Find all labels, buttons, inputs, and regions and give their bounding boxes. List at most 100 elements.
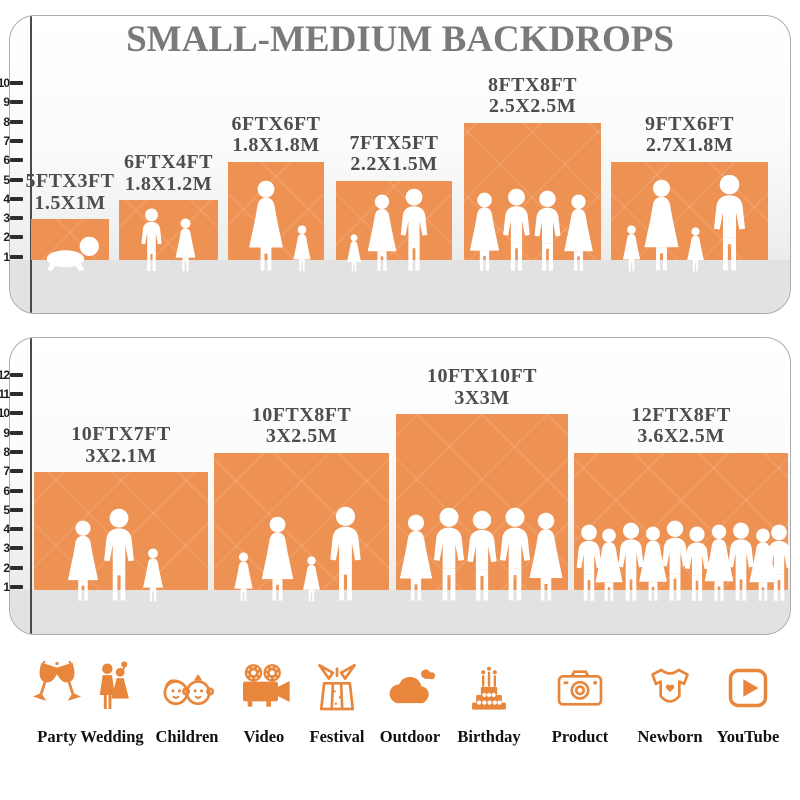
backdrop-size-ft: 10FTX10FT xyxy=(426,365,538,388)
girl-silhouette xyxy=(687,227,704,272)
y-axis-tick-label: 3 xyxy=(3,211,10,226)
y-axis-tick-label: 10 xyxy=(0,76,10,90)
backdrop-bar-6ftx6ft xyxy=(228,161,324,260)
y-axis-tick-mark xyxy=(10,100,23,105)
girl-silhouette xyxy=(622,225,641,272)
backdrop-size-label-10ftx7ft: 10FTX7FT 3X2.1M xyxy=(16,424,226,467)
y-axis-tick-mark xyxy=(10,469,23,474)
outdoor-icon xyxy=(382,660,438,716)
backdrop-size-m: 3.6X2.5M xyxy=(637,425,725,448)
y-axis-tick-mark xyxy=(10,430,23,435)
category-festival: Festival xyxy=(287,660,387,747)
man-silhouette xyxy=(766,524,790,601)
y-axis-tick-mark xyxy=(10,235,23,240)
girl-silhouette xyxy=(347,234,361,272)
girl-silhouette xyxy=(234,552,253,602)
backdrop-size-label-9ftx6ft: 9FTX6FT 2.7X1.8M xyxy=(585,112,791,157)
backdrop-size-m: 1.8X1.8M xyxy=(232,134,320,156)
size-chart-panel-1: 5FTX3FT 1.5X1M 6FTX4FT 1.8X1.2M 6FTX6FT 1.8X1… xyxy=(0,14,800,314)
y-axis-tick-mark xyxy=(10,507,23,512)
size-chart-panel-2: 10FTX7FT 3X2.1M 10FTX8FT 3X2.5M 10FTX10FT 3X3… xyxy=(0,336,800,635)
y-axis-tick-label: 5 xyxy=(3,172,10,187)
category-outdoor: Outdoor xyxy=(360,660,460,747)
y-axis-tick-mark xyxy=(10,527,23,532)
backdrop-size-m: 3X3M xyxy=(454,386,510,409)
y-axis-tick-label: 8 xyxy=(3,114,10,129)
backdrop-size-ft: 7FTX5FT xyxy=(349,131,439,154)
man-silhouette xyxy=(684,526,710,601)
backdrop-size-ft: 9FTX6FT xyxy=(644,112,735,135)
girl-silhouette xyxy=(303,556,320,602)
backdrop-size-ft: 10FTX7FT xyxy=(71,423,171,446)
newborn-icon xyxy=(642,660,698,716)
chart-floor xyxy=(10,260,790,313)
y-axis-tick-mark xyxy=(10,196,23,201)
chart-floor xyxy=(10,590,790,634)
y-axis-tick-mark xyxy=(10,449,23,454)
category-wedding: Wedding xyxy=(62,660,162,747)
people-silhouette-group xyxy=(576,520,790,601)
woman-silhouette xyxy=(367,194,397,271)
y-axis-line xyxy=(30,16,32,313)
backdrop-size-m: 2.7X1.8M xyxy=(645,134,734,156)
man-silhouette xyxy=(400,188,428,271)
man-silhouette xyxy=(499,507,531,601)
woman-silhouette xyxy=(595,528,623,601)
category-video: Video xyxy=(214,660,314,747)
man-silhouette xyxy=(576,524,602,601)
category-label: Festival xyxy=(309,727,365,746)
y-axis-tick-mark xyxy=(10,138,23,143)
wedding-icon xyxy=(84,660,140,716)
man-silhouette xyxy=(728,522,754,601)
birthday-icon xyxy=(461,660,517,716)
y-axis-tick-mark xyxy=(10,216,23,221)
y-axis-tick-mark xyxy=(10,392,23,396)
backdrop-size-ft: 12FTX8FT xyxy=(631,403,731,426)
backdrop-size-m: 3X2.5M xyxy=(265,425,338,448)
y-axis-tick-label: 1 xyxy=(3,580,10,594)
y-axis-tick-label: 11 xyxy=(0,387,10,401)
backdrop-size-ft: 10FTX8FT xyxy=(251,403,352,426)
y-axis-tick-label: 6 xyxy=(3,483,10,498)
y-axis-tick-mark xyxy=(10,565,23,570)
category-label: Outdoor xyxy=(379,727,441,746)
woman-silhouette xyxy=(261,516,294,601)
y-axis-tick-mark xyxy=(10,119,23,124)
y-axis-tick-mark xyxy=(10,177,23,182)
y-axis-tick-label: 5 xyxy=(3,502,10,517)
y-axis-tick-label: 4 xyxy=(3,522,10,537)
y-axis-tick-label: 12 xyxy=(0,367,10,382)
man-silhouette xyxy=(467,510,497,601)
chart-card: 5FTX3FT 1.5X1M 6FTX4FT 1.8X1.2M 6FTX6FT 1.8X1… xyxy=(9,15,791,314)
backdrop-bar-6ftx4ft xyxy=(119,200,218,260)
page-title: SMALL-MEDIUM BACKDROPS xyxy=(126,19,674,60)
y-axis-tick-mark xyxy=(10,488,23,493)
y-axis-tick-label: 6 xyxy=(3,153,10,168)
category-birthday: Birthday xyxy=(439,660,539,747)
backdrop-size-m: 1.5X1M xyxy=(34,191,106,214)
y-axis-tick-mark xyxy=(10,81,23,85)
backdrop-size-m: 2.2X1.5M xyxy=(350,153,438,176)
backdrop-size-label-10ftx10ft: 10FTX10FT 3X3M xyxy=(377,366,587,409)
category-label: YouTube xyxy=(716,727,780,746)
category-label: Newborn xyxy=(637,727,703,746)
man-silhouette xyxy=(104,508,134,601)
backdrop-size-ft: 8FTX8FT xyxy=(487,73,578,96)
backdrop-size-ft: 6FTX6FT xyxy=(231,112,321,135)
backdrop-size-m: 1.8X1.2M xyxy=(124,172,213,195)
woman-silhouette xyxy=(469,192,500,271)
y-axis-tick-mark xyxy=(10,254,23,259)
category-label: Birthday xyxy=(457,727,521,746)
category-label: Party xyxy=(37,727,77,746)
backdrop-size-label-7ftx5ft: 7FTX5FT 2.2X1.5M xyxy=(289,131,499,176)
man-silhouette xyxy=(330,506,361,601)
woman-silhouette xyxy=(749,528,777,601)
man-silhouette xyxy=(503,188,530,271)
man-silhouette xyxy=(534,190,561,271)
y-axis-line xyxy=(30,338,32,634)
boy-silhouette xyxy=(141,208,162,271)
backdrop-size-label-6ftx6ft: 6FTX6FT 1.8X1.8M xyxy=(171,112,381,157)
category-youtube: YouTube xyxy=(698,660,798,747)
category-party: Party xyxy=(7,660,107,747)
y-axis-tick-label: 1 xyxy=(3,249,10,264)
